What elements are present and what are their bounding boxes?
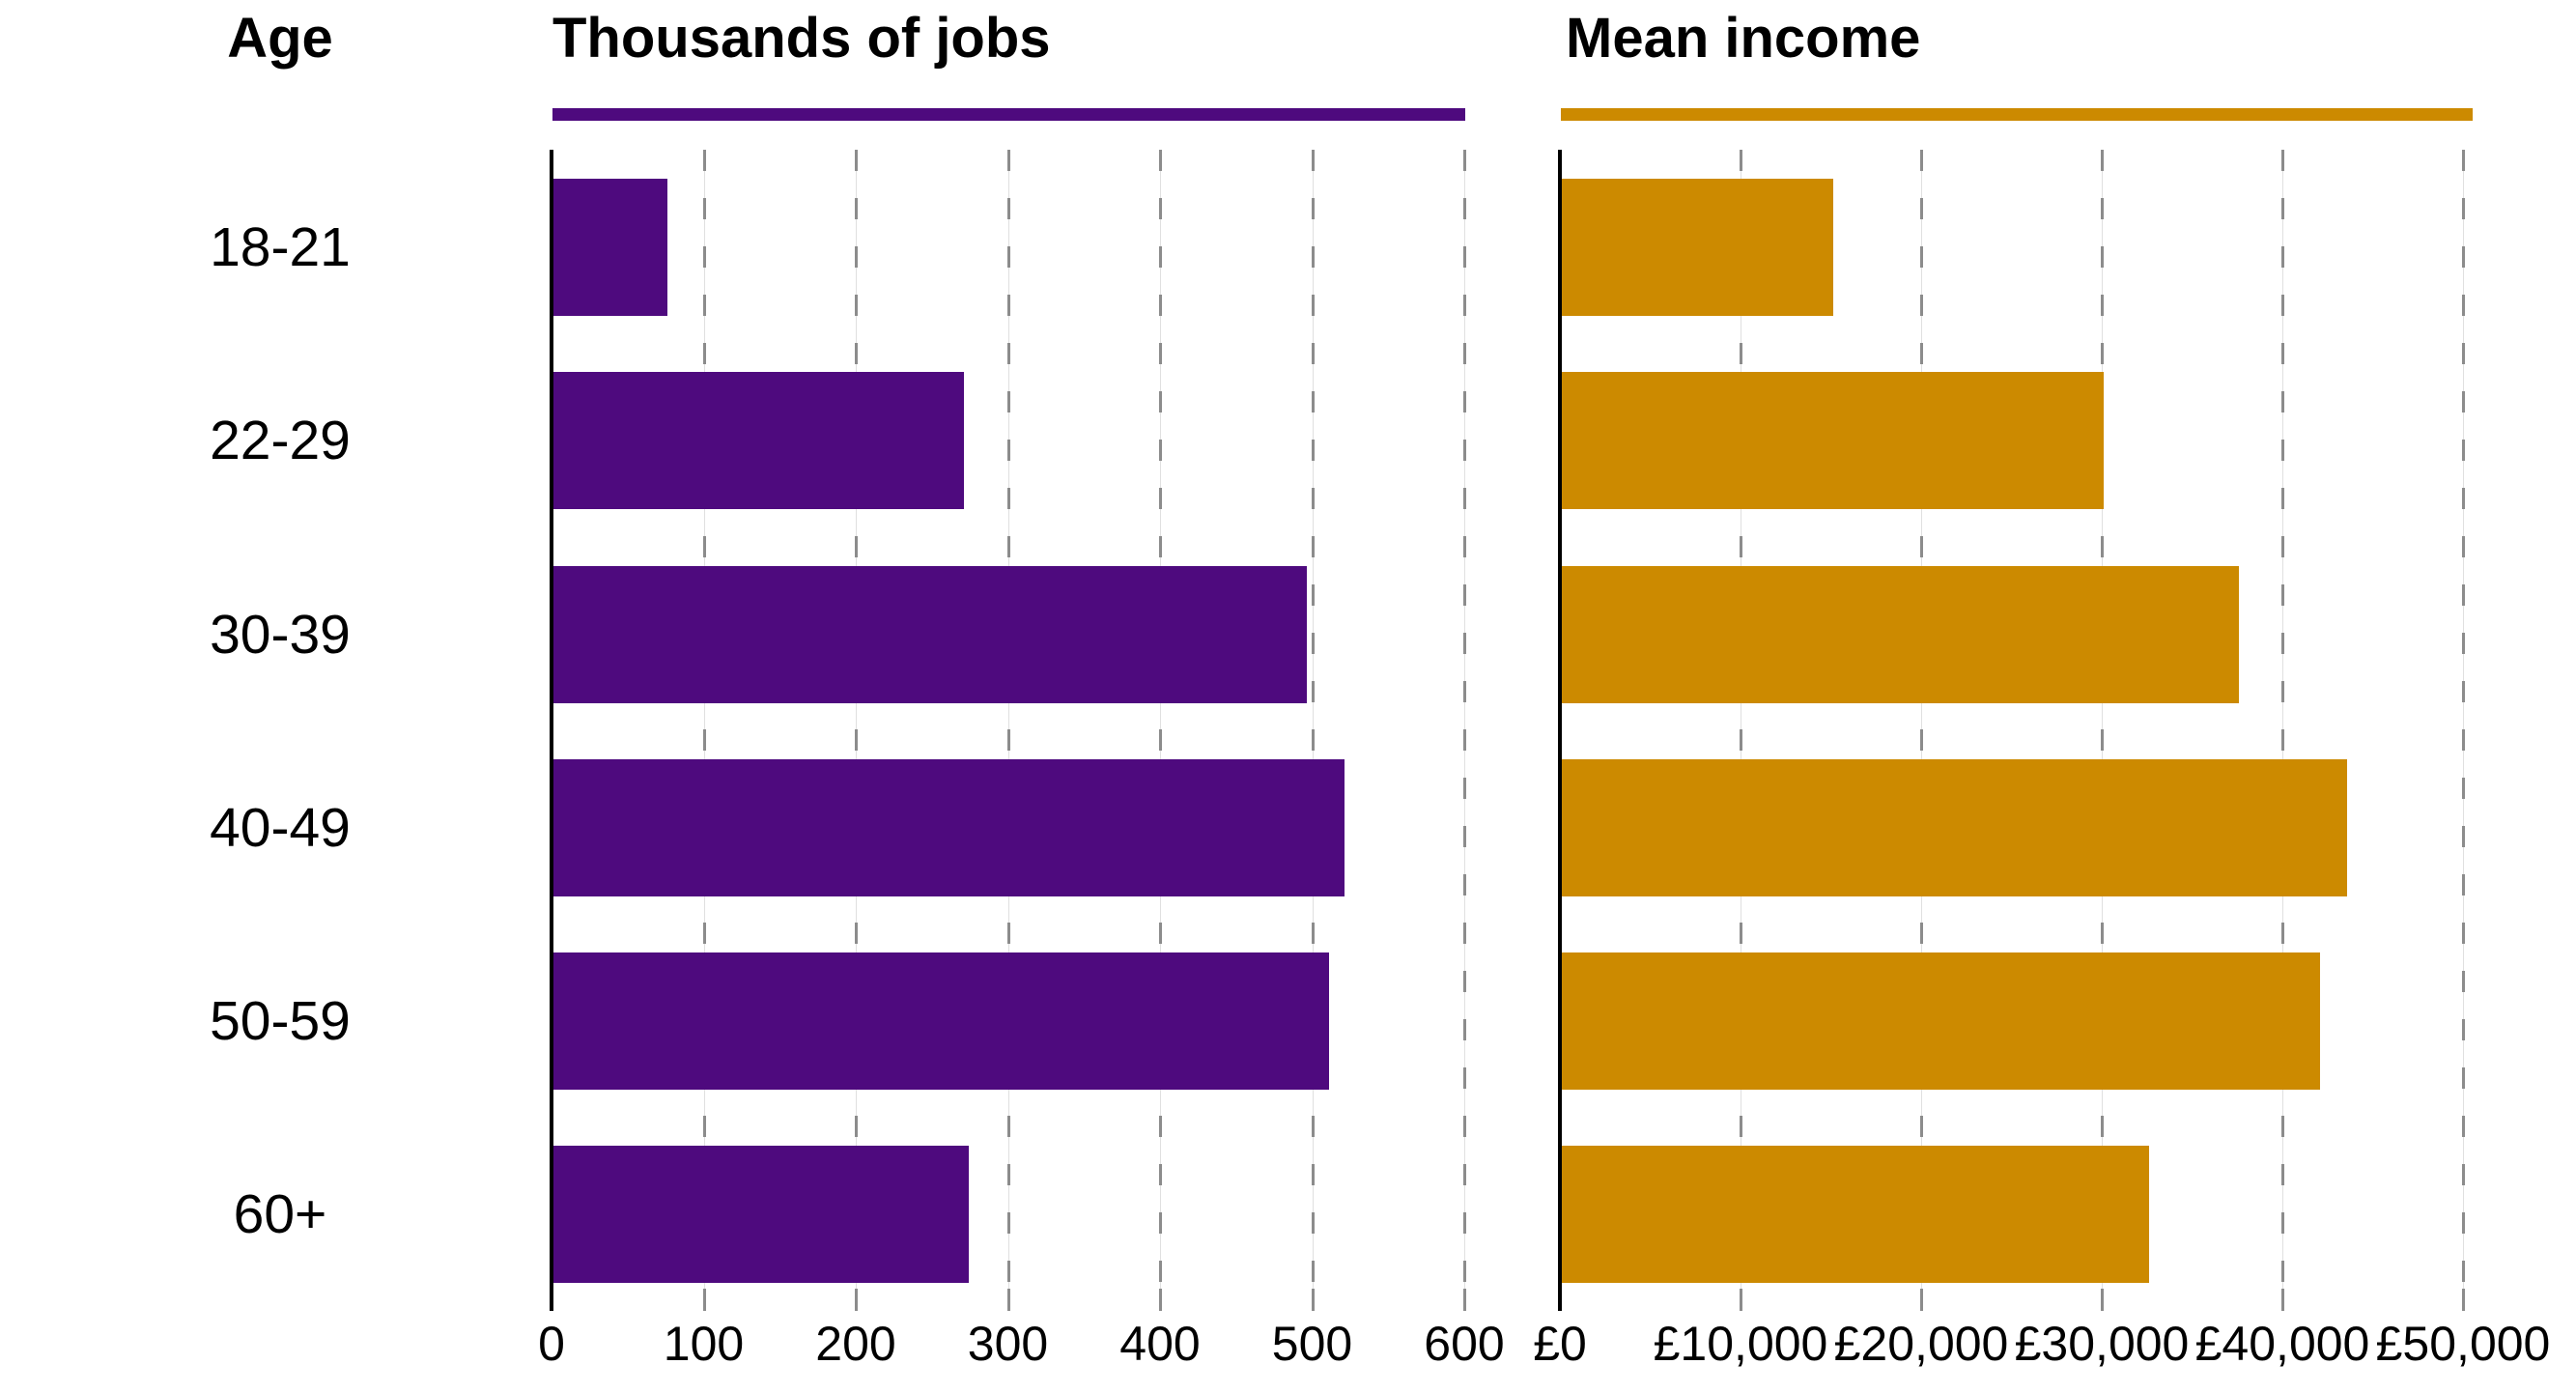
tick-mark-100 — [702, 1289, 706, 1311]
jobs-bar-50-59 — [553, 952, 1329, 1090]
gridline-£40,000 — [2281, 150, 2284, 1289]
gridline-£10,000 — [1740, 150, 1742, 1289]
income-bar-18-21 — [1562, 179, 1833, 316]
tick-mark-500 — [1311, 1289, 1315, 1311]
gridline-£20,000 — [1920, 150, 1923, 1289]
gridline-£30,000 — [2101, 150, 2104, 1289]
tick-label-500: 500 — [1271, 1317, 1353, 1371]
jobs-title-underline — [552, 108, 1465, 121]
tick-label-£40,000: £40,000 — [2194, 1317, 2370, 1371]
age-label-18-21: 18-21 — [210, 216, 351, 278]
tick-mark-0 — [550, 1289, 553, 1311]
tick-label-600: 600 — [1424, 1317, 1505, 1371]
gridline-400 — [1159, 150, 1162, 1289]
jobs-bar-18-21 — [553, 179, 667, 316]
tick-label-£30,000: £30,000 — [2014, 1317, 2190, 1371]
tick-label-£20,000: £20,000 — [1833, 1317, 2009, 1371]
tick-mark-300 — [1006, 1289, 1010, 1311]
age-label-60+: 60+ — [233, 1183, 327, 1245]
gridline-100 — [702, 150, 706, 1289]
tick-mark-£20,000 — [1920, 1289, 1923, 1311]
gridline-300 — [1006, 150, 1010, 1289]
income-bar-50-59 — [1562, 952, 2320, 1090]
tick-mark-£50,000 — [2462, 1289, 2465, 1311]
jobs-bar-22-29 — [553, 372, 964, 509]
age-label-22-29: 22-29 — [210, 410, 351, 471]
tick-mark-£10,000 — [1740, 1289, 1742, 1311]
tick-label-£50,000: £50,000 — [2375, 1317, 2551, 1371]
gridline-200 — [855, 150, 858, 1289]
tick-mark-400 — [1159, 1289, 1162, 1311]
jobs-bar-40-49 — [553, 759, 1345, 896]
income-plot-area — [1558, 150, 2468, 1289]
gridline-500 — [1311, 150, 1315, 1289]
tick-label-0: 0 — [538, 1317, 565, 1371]
tick-label-£10,000: £10,000 — [1653, 1317, 1828, 1371]
jobs-plot-area — [550, 150, 1469, 1289]
tick-label-200: 200 — [815, 1317, 896, 1371]
income-panel-title: Mean income — [1566, 7, 1921, 70]
tick-mark-£40,000 — [2281, 1289, 2284, 1311]
income-bar-60+ — [1562, 1146, 2149, 1283]
income-title-underline — [1561, 108, 2473, 121]
income-bar-40-49 — [1562, 759, 2347, 896]
gridline-600 — [1463, 150, 1466, 1289]
jobs-bar-60+ — [553, 1146, 969, 1283]
tick-mark-£30,000 — [2101, 1289, 2104, 1311]
tick-mark-600 — [1463, 1289, 1466, 1311]
tick-mark-200 — [855, 1289, 858, 1311]
jobs-bar-30-39 — [553, 566, 1307, 703]
tick-label-£0: £0 — [1533, 1317, 1587, 1371]
income-bar-22-29 — [1562, 372, 2104, 509]
age-label-30-39: 30-39 — [210, 604, 351, 666]
age-column-header: Age — [227, 7, 333, 70]
jobs-panel-title: Thousands of jobs — [552, 7, 1051, 70]
tick-mark-£0 — [1558, 1289, 1562, 1311]
age-label-40-49: 40-49 — [210, 797, 351, 859]
income-y-axis-line — [1558, 150, 1562, 1289]
tick-label-100: 100 — [663, 1317, 745, 1371]
income-bar-30-39 — [1562, 566, 2239, 703]
tick-label-300: 300 — [967, 1317, 1049, 1371]
age-label-50-59: 50-59 — [210, 990, 351, 1052]
jobs-y-axis-line — [550, 150, 553, 1289]
tick-label-400: 400 — [1119, 1317, 1201, 1371]
gridline-£50,000 — [2462, 150, 2465, 1289]
